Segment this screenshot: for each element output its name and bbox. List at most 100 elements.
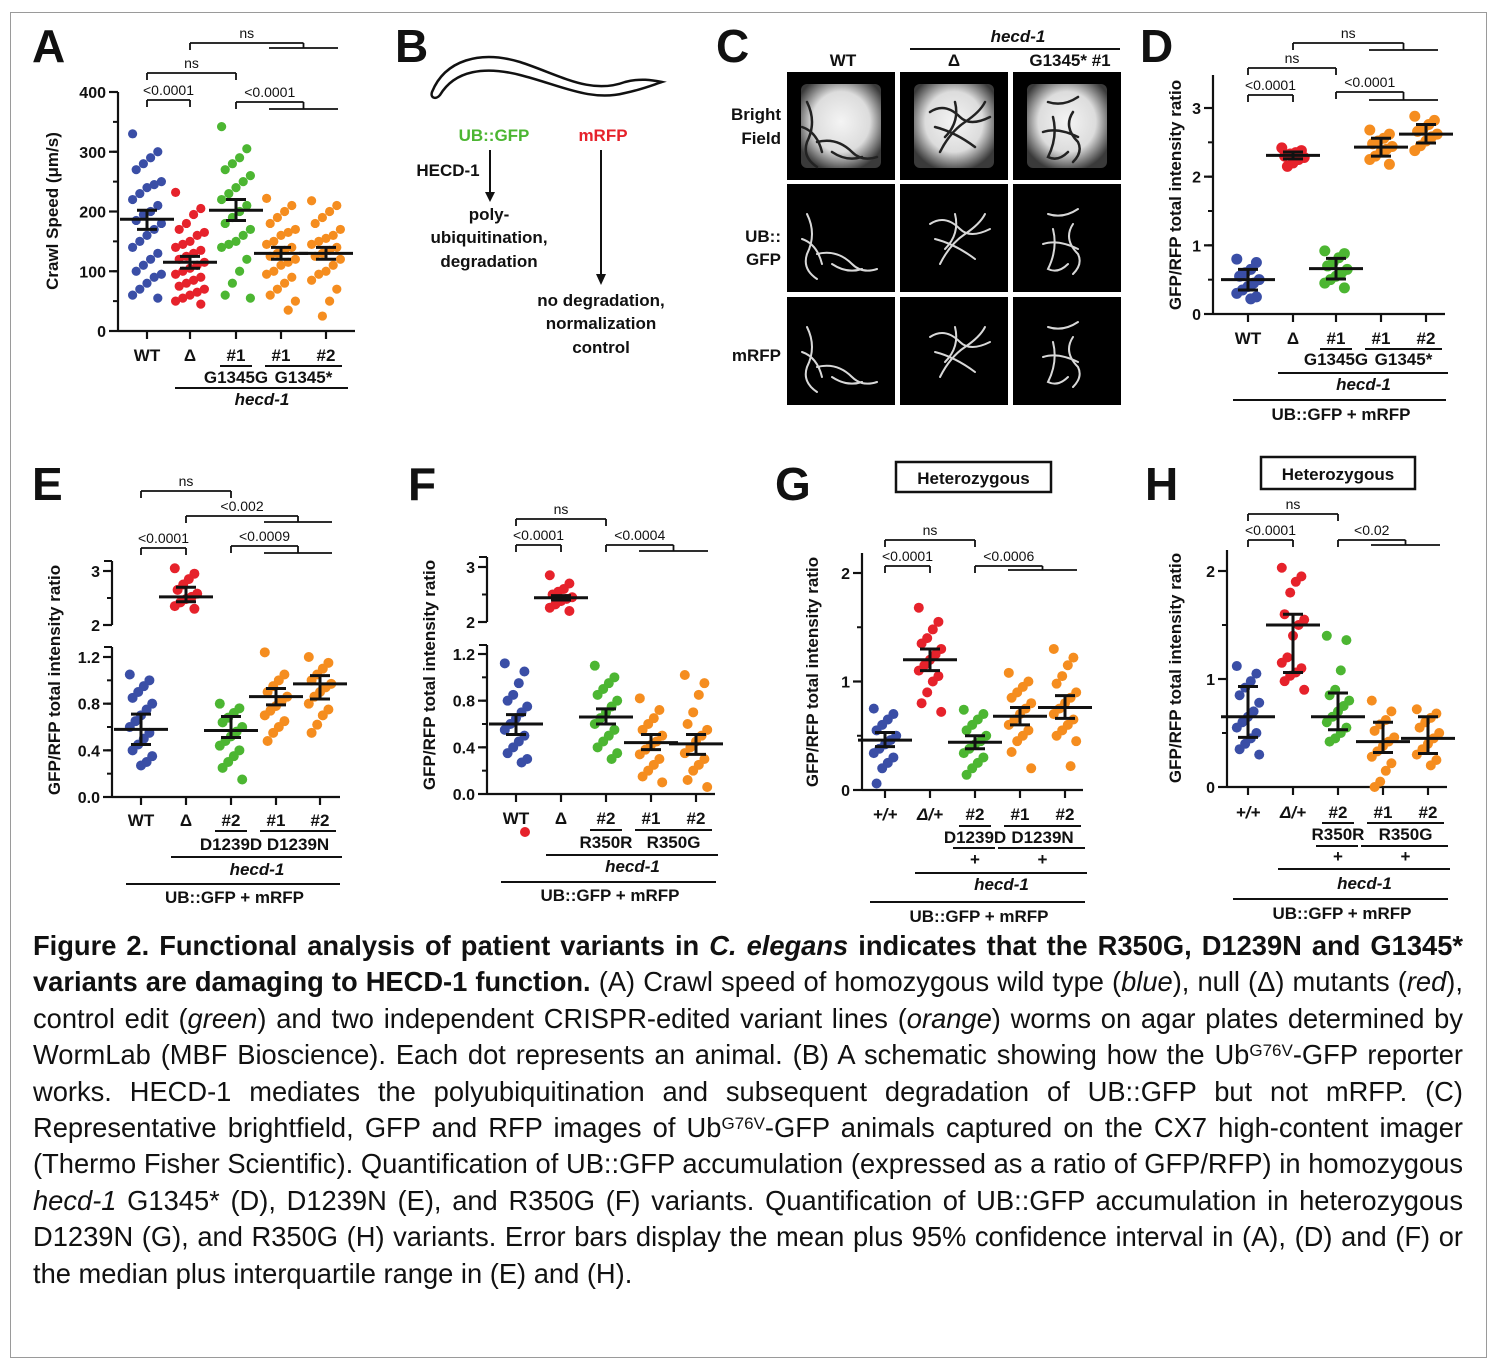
p-value-label: <0.0001 <box>882 548 933 564</box>
p-value-label: <0.0001 <box>1245 522 1296 538</box>
group-2 <box>1309 245 1363 294</box>
data-point <box>306 727 317 738</box>
y-axis-label: GFP/RFP total intensity ratio <box>1166 80 1185 310</box>
data-point <box>1386 758 1397 769</box>
data-point <box>217 194 227 205</box>
data-point <box>1231 253 1243 265</box>
x-tick-label: Δ <box>1287 329 1299 348</box>
row-label: mRFP <box>732 346 781 365</box>
data-point <box>142 278 152 288</box>
data-point <box>699 678 710 689</box>
caption-segment: ), null (Δ) mutants ( <box>1172 966 1407 998</box>
data-point <box>1251 668 1262 679</box>
data-point <box>153 147 163 157</box>
p-value-label: <0.0004 <box>614 527 665 543</box>
panel-g-chart: G Heterozygous 0 1 2 GFP/RFP total intensity … <box>775 458 1092 925</box>
y-tick-label: 100 <box>79 264 106 281</box>
significance-bracket: ns <box>146 55 237 80</box>
caption-segment: hecd-1 <box>33 1184 117 1216</box>
data-point <box>657 777 668 788</box>
data-point <box>1068 652 1079 663</box>
rfp-label: mRFP <box>578 126 627 145</box>
group-3 <box>1356 695 1410 792</box>
group-0 <box>489 658 543 768</box>
y-tick-label: 3 <box>466 560 475 577</box>
data-point <box>268 727 279 738</box>
data-point <box>1276 562 1287 573</box>
x-tick-label: #1 <box>227 346 246 365</box>
data-point <box>1057 671 1068 682</box>
data-point <box>149 180 159 190</box>
y-tick-label: 0 <box>841 783 850 800</box>
data-point <box>328 260 338 270</box>
data-point <box>868 748 879 759</box>
data-point <box>1026 763 1037 774</box>
caption-segment: ), control edit ( <box>33 966 1463 1034</box>
data-point <box>637 771 648 782</box>
data-point <box>589 660 600 671</box>
data-point <box>174 281 184 291</box>
data-point <box>185 236 195 246</box>
data-point <box>196 203 206 214</box>
data-point <box>124 669 135 680</box>
x-tick-label: WT <box>503 809 530 828</box>
genotype-label: hecd-1 <box>974 875 1029 894</box>
x-tick-label: #1 <box>642 809 661 828</box>
column-header: Δ <box>948 51 960 70</box>
x-tick-label: Δ/+ <box>1279 803 1306 822</box>
column-header: G1345* #1 <box>1029 51 1110 70</box>
y-tick-label: 2 <box>1206 564 1215 581</box>
data-point <box>238 230 248 240</box>
data-point <box>135 188 145 199</box>
y-axis-label: GFP/RFP total intensity ratio <box>1166 553 1185 783</box>
x-tick-label: #1 <box>267 811 286 830</box>
data-point <box>499 724 510 735</box>
data-point <box>1386 706 1397 717</box>
group-1 <box>159 563 213 614</box>
data-point <box>1006 692 1017 703</box>
x-tick-label: #2 <box>1419 803 1438 822</box>
data-point <box>136 760 146 771</box>
caption-segment: ) and two independent CRISPR-edited vari… <box>257 1002 907 1034</box>
reporter-label: UB::GFP + mRFP <box>540 886 679 905</box>
significance-bracket: ns <box>140 473 232 498</box>
group-1 <box>1266 562 1320 695</box>
significance-bracket: <0.0001 <box>1245 77 1296 102</box>
data-point <box>1245 676 1256 687</box>
data-point <box>217 122 227 132</box>
data-point <box>178 239 188 249</box>
data-point <box>502 748 513 759</box>
data-point <box>287 242 297 252</box>
panel-letter-a: A <box>32 20 65 72</box>
x-tick-label: #1 <box>1011 805 1030 824</box>
y-tick-label: 400 <box>79 85 106 102</box>
data-point <box>146 254 156 264</box>
arrow-down-icon <box>485 192 495 202</box>
y-tick-label: 0.8 <box>78 697 100 714</box>
significance-bracket: ns <box>1247 496 1339 521</box>
data-point <box>702 782 713 792</box>
data-point <box>214 740 225 751</box>
significance-bracket: <0.002 <box>185 498 332 523</box>
group-2 <box>209 122 263 303</box>
data-point <box>958 748 969 759</box>
x-tick-label: #2 <box>222 811 241 830</box>
variant-label: D1239N <box>1011 828 1073 847</box>
row-label: GFP <box>746 250 781 269</box>
significance-bracket: <0.0006 <box>974 548 1077 573</box>
p-value-label: ns <box>1341 25 1356 41</box>
data-point <box>189 603 200 614</box>
data-point <box>303 652 314 662</box>
data-point <box>242 200 252 211</box>
variant-label: D1239D <box>200 835 262 854</box>
panel-letter-f: F <box>408 458 436 510</box>
significance-bracket: <0.02 <box>1337 522 1440 547</box>
data-point <box>592 742 603 753</box>
data-point <box>227 159 237 169</box>
panel-d-chart: D 0 1 2 3 GFP/RFP total intensity ratio WT Δ #1 #… <box>1140 20 1453 424</box>
caption-segment: (A) Crawl speed of homozygous wild type … <box>590 966 1122 998</box>
data-point <box>1234 744 1245 755</box>
data-point <box>245 224 255 235</box>
data-point <box>328 230 338 240</box>
data-point <box>231 236 241 246</box>
